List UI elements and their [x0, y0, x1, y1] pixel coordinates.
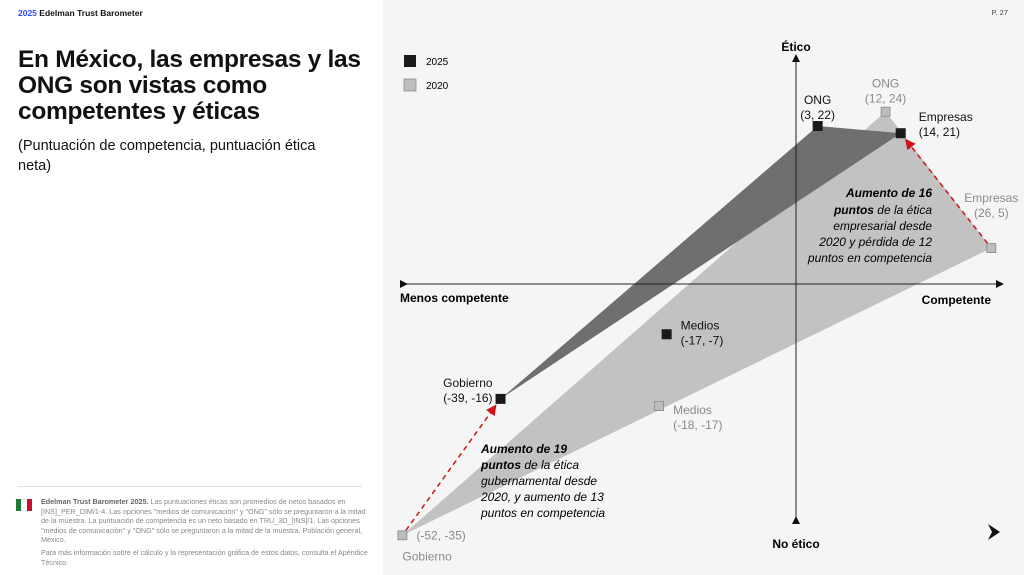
- legend-swatch-2025: [404, 55, 416, 67]
- page-subtitle: (Puntuación de competencia, puntuación é…: [18, 138, 316, 174]
- marker: [812, 121, 823, 132]
- next-arrow-icon: [988, 524, 1000, 540]
- footnote-more: Para más información sobre el cálculo y …: [41, 547, 368, 567]
- brand-year: 2025: [18, 8, 37, 18]
- legend-label-2020: 2020: [426, 81, 449, 92]
- axis-label-right: Competente: [922, 293, 992, 307]
- marker: [986, 243, 997, 254]
- point-value: (-39, -16): [443, 391, 492, 405]
- point-value: (26, 5): [974, 206, 1009, 220]
- annotation-empresas-bold-1: Aumento de 16: [845, 186, 932, 200]
- annotation-empresas: Aumento de 16 puntos de la ética empresa…: [807, 186, 932, 265]
- svg-text:gubernamental desde: gubernamental desde: [481, 474, 597, 488]
- point-label: Medios: [673, 403, 712, 417]
- point-value: (12, 24): [865, 92, 906, 106]
- triangle-2025: [500, 126, 901, 399]
- legend-label-2025: 2025: [426, 57, 449, 68]
- legend-swatch-2020: [403, 78, 417, 92]
- marker: [895, 128, 906, 139]
- svg-text:empresarial desde: empresarial desde: [833, 219, 932, 233]
- mexico-flag-icon: [16, 499, 32, 511]
- point-value: (14, 21): [919, 125, 960, 139]
- point-label: Gobierno: [402, 549, 452, 563]
- axis-label-left: Menos competente: [400, 291, 509, 305]
- point-label: Medios: [681, 318, 720, 332]
- footnote: Edelman Trust Barometer 2025. Las puntua…: [41, 497, 371, 567]
- point-label: ONG: [804, 93, 831, 107]
- footnote-text: Las puntuaciones éticas son promedios de…: [41, 497, 366, 545]
- point-gobierno-2020: (-52, -35) Gobierno: [397, 528, 466, 563]
- brand-name: Edelman Trust Barometer: [39, 8, 143, 18]
- point-value: (3, 22): [800, 108, 835, 122]
- point-label: Empresas: [919, 110, 973, 124]
- svg-text:2020, y aumento de 13: 2020, y aumento de 13: [480, 490, 604, 504]
- axes: Ético No ético Menos competente Competen…: [400, 39, 1004, 551]
- triangle-2020: [402, 111, 992, 536]
- point-value: (-52, -35): [416, 528, 465, 542]
- svg-text:puntos de la ética: puntos de la ética: [480, 458, 579, 472]
- marker: [880, 106, 891, 117]
- point-value: (-18, -17): [673, 418, 722, 432]
- annotation-empresas-bold-2: puntos: [833, 203, 874, 217]
- svg-text:Aumento de 19: Aumento de 19: [480, 442, 567, 456]
- divider: [18, 486, 362, 487]
- point-empresas-2020: Empresas(26, 5): [964, 191, 1018, 254]
- point-value: (-17, -7): [681, 333, 724, 347]
- marker: [654, 401, 664, 411]
- axis-label-bottom: No ético: [772, 537, 819, 551]
- svg-text:2020 y pérdida de 12: 2020 y pérdida de 12: [818, 235, 932, 249]
- svg-text:puntos de la ética: puntos de la ética: [833, 203, 932, 217]
- point-label: ONG: [872, 77, 899, 91]
- change-arrow-empresas: [905, 138, 989, 244]
- change-arrow-gobierno: [405, 404, 497, 531]
- point-medios-2025: Medios(-17, -7): [661, 318, 724, 347]
- marker: [495, 393, 506, 404]
- point-label: Empresas: [964, 191, 1018, 205]
- marker: [661, 329, 672, 340]
- page-title: En México, las empresas y las ONG son vi…: [18, 46, 361, 125]
- marker: [397, 530, 408, 541]
- point-ong-2025: ONG(3, 22): [800, 93, 835, 132]
- legend: 2025 2020: [403, 55, 449, 92]
- point-medios-2020: Medios(-18, -17): [654, 401, 722, 432]
- point-empresas-2025: Empresas(14, 21): [895, 110, 973, 139]
- point-label: Gobierno: [443, 376, 493, 390]
- point-ong-2020: ONG(12, 24): [865, 77, 906, 117]
- point-gobierno-2025: Gobierno(-39, -16): [443, 376, 506, 405]
- svg-text:puntos en competencia: puntos en competencia: [480, 506, 605, 520]
- axis-label-top: Ético: [781, 39, 810, 54]
- page-number: P. 27: [991, 8, 1008, 17]
- brand-logo: 2025 Edelman Trust Barometer: [18, 8, 143, 18]
- svg-text:puntos en competencia: puntos en competencia: [807, 251, 932, 265]
- footnote-source: Edelman Trust Barometer 2025.: [41, 497, 149, 506]
- annotation-gobierno: Aumento de 19 puntos de la ética guberna…: [480, 442, 605, 520]
